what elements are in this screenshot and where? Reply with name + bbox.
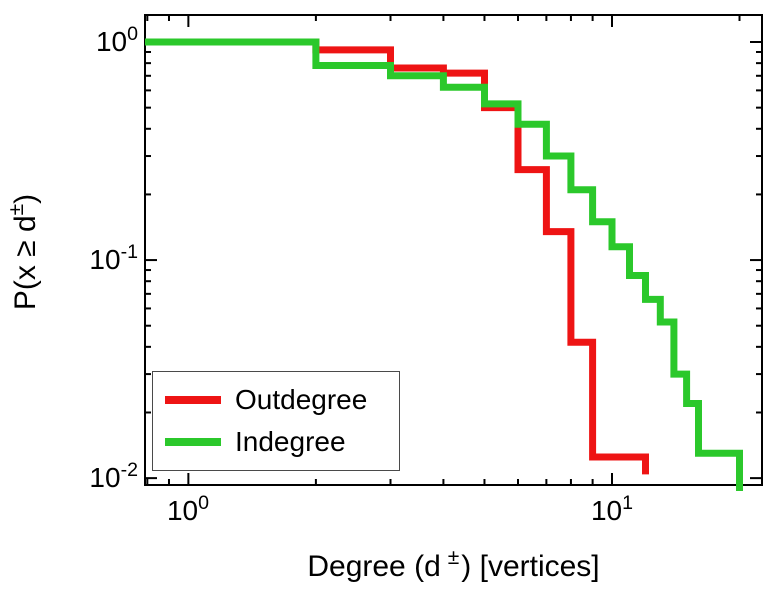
y-axis-label-sup: ± bbox=[5, 203, 29, 216]
y-axis-label-pre: P(x ≥ d bbox=[9, 215, 42, 311]
legend-label-outdegree: Outdegree bbox=[235, 384, 368, 415]
x-tick-base: 10 bbox=[166, 495, 199, 526]
y-tick-base: 10 bbox=[89, 462, 121, 493]
legend-item-outdegree: Outdegree bbox=[165, 386, 399, 414]
y-tick-label-1e-1: 10-1 bbox=[89, 242, 138, 275]
y-tick-base: 10 bbox=[95, 26, 128, 57]
x-tick-exp: 0 bbox=[198, 492, 210, 515]
x-tick-base: 10 bbox=[590, 495, 623, 526]
series-indegree bbox=[145, 38, 743, 491]
legend: Outdegree Indegree bbox=[152, 371, 400, 471]
y-tick-exp: -2 bbox=[120, 459, 138, 482]
x-tick-label-1e0: 100 bbox=[166, 493, 209, 526]
x-tick-label-1e1: 101 bbox=[590, 493, 633, 526]
legend-swatch-indegree bbox=[165, 438, 221, 446]
y-axis-label: P(x ≥ d±) bbox=[5, 193, 42, 311]
legend-item-indegree: Indegree bbox=[165, 428, 399, 456]
y-axis-label-post: ) bbox=[9, 193, 42, 204]
legend-swatch-outdegree bbox=[165, 396, 221, 404]
y-tick-label-1e0: 100 bbox=[95, 24, 138, 57]
axes-box bbox=[144, 14, 763, 486]
x-axis-label-post: ) [vertices] bbox=[461, 550, 600, 583]
x-axis-label-sup: ± bbox=[447, 546, 460, 570]
y-tick-exp: 0 bbox=[127, 23, 138, 46]
x-tick-exp: 1 bbox=[622, 492, 634, 515]
x-axis-label-pre: Degree (d bbox=[307, 550, 441, 583]
y-tick-exp: -1 bbox=[120, 241, 138, 264]
y-tick-base: 10 bbox=[89, 244, 121, 275]
y-tick-label-1e-2: 10-2 bbox=[89, 460, 138, 493]
legend-label-indegree: Indegree bbox=[235, 426, 346, 457]
x-axis-label: Degree (d ±) [vertices] bbox=[145, 547, 762, 583]
